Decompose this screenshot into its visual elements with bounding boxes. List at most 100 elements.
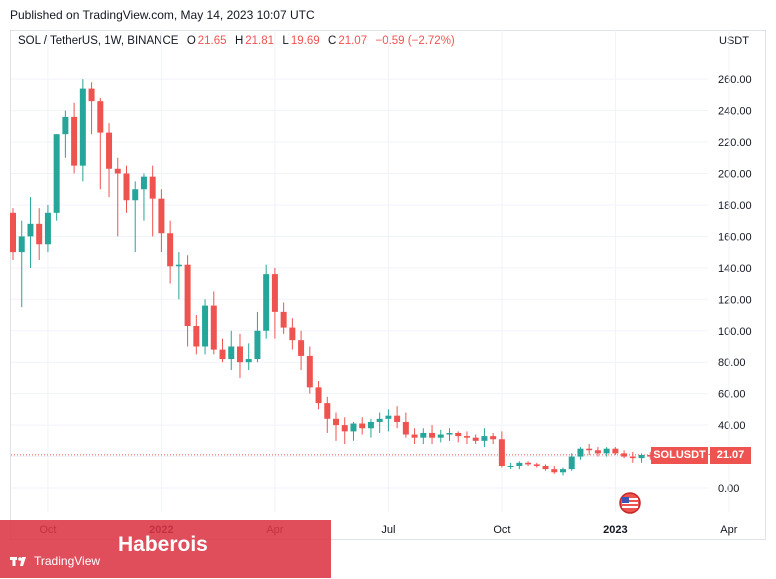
candle — [525, 461, 532, 466]
candle-body — [385, 415, 392, 419]
x-tick-label: Oct — [493, 524, 510, 536]
candle — [402, 412, 409, 438]
candle-body — [516, 462, 523, 466]
candle — [559, 467, 566, 476]
y-tick-label: 40.00 — [718, 420, 746, 432]
candle — [193, 315, 200, 355]
flag-icon — [619, 492, 641, 514]
open-value: 21.65 — [197, 35, 227, 47]
candle-body — [333, 418, 340, 426]
candle-body — [88, 88, 95, 102]
x-tick-label: Apr — [720, 524, 737, 536]
candle — [62, 110, 69, 158]
candle-body — [420, 432, 427, 438]
candle — [455, 431, 462, 443]
y-tick-label: 240.00 — [718, 106, 752, 118]
candle-body — [236, 346, 243, 363]
candle — [507, 462, 514, 470]
low-label: L — [282, 35, 289, 47]
ohlc-legend: SOL / TetherUS, 1W, BINANCE O 21.65 H 21.8… — [18, 35, 457, 47]
y-tick-label: 120.00 — [718, 294, 752, 306]
candle — [210, 291, 217, 355]
candle — [254, 311, 261, 363]
last-price-badge: 21.07 — [710, 447, 751, 464]
candle — [123, 165, 130, 213]
candle-body — [367, 421, 374, 429]
candle — [350, 421, 357, 441]
y-tick-label: 180.00 — [718, 200, 752, 212]
high-label: H — [234, 35, 244, 47]
candle — [306, 346, 313, 394]
candle-body — [603, 448, 610, 454]
candle-body — [525, 462, 532, 465]
candle — [140, 173, 147, 221]
candle-body — [36, 223, 43, 245]
currency-label: USDT — [719, 35, 749, 47]
candle — [18, 220, 25, 308]
change-value: −0.59 (−2.72%) — [375, 35, 455, 47]
candle — [184, 255, 191, 347]
candle — [315, 381, 322, 410]
symbol-title[interactable]: SOL / TetherUS, 1W, BINANCE — [18, 35, 179, 47]
candle-body — [612, 448, 619, 454]
candle-body — [193, 326, 200, 347]
candle-body — [533, 464, 540, 466]
watermark-text: Haberois — [118, 533, 208, 556]
candle-body — [53, 134, 60, 213]
y-tick-label: 80.00 — [718, 357, 746, 369]
candle-body — [437, 434, 444, 438]
candle — [132, 181, 139, 253]
candle — [219, 338, 226, 363]
candle — [498, 431, 505, 468]
candle-body — [27, 223, 34, 237]
candle-body — [245, 359, 252, 363]
candle — [621, 450, 628, 459]
open-label: O — [186, 35, 196, 47]
candle — [376, 412, 383, 433]
candle-body — [228, 346, 235, 360]
candle-body — [411, 434, 418, 438]
candle — [472, 434, 479, 444]
candle — [158, 189, 165, 253]
candle — [245, 343, 252, 371]
candle — [542, 464, 549, 471]
candle — [594, 447, 601, 457]
candle — [481, 428, 488, 448]
candle-body — [123, 173, 130, 201]
candle-body — [219, 349, 226, 360]
candle — [533, 462, 540, 468]
tradingview-label: TradingView — [34, 554, 101, 568]
candle-body — [376, 418, 383, 422]
candle-body — [621, 453, 628, 457]
candle-body — [184, 264, 191, 327]
candle-body — [481, 436, 488, 441]
candle — [149, 165, 156, 237]
candle-body — [97, 101, 104, 133]
candle-body — [106, 132, 113, 169]
candle — [437, 429, 444, 443]
candle-body — [394, 415, 401, 422]
candle-body — [315, 387, 322, 404]
candle — [114, 157, 121, 237]
candle — [44, 204, 51, 253]
candle — [53, 134, 60, 221]
candle — [516, 461, 523, 470]
candle-body — [324, 403, 331, 419]
candle-body — [472, 437, 479, 441]
candle — [411, 428, 418, 444]
published-header: Published on TradingView.com, May 14, 20… — [10, 8, 315, 22]
candle — [27, 197, 34, 268]
candle — [490, 432, 497, 444]
candle-body — [62, 116, 69, 135]
candle — [429, 425, 436, 444]
x-tick-label: Jul — [381, 524, 395, 536]
candle-body — [271, 274, 278, 312]
tradingview-logo-icon — [10, 557, 26, 566]
tradingview-branding[interactable]: TradingView — [10, 554, 100, 568]
candle-body — [647, 454, 654, 457]
candle — [629, 451, 636, 463]
candle-body — [429, 432, 436, 438]
candle — [228, 330, 235, 371]
y-tick-label: 140.00 — [718, 263, 752, 275]
